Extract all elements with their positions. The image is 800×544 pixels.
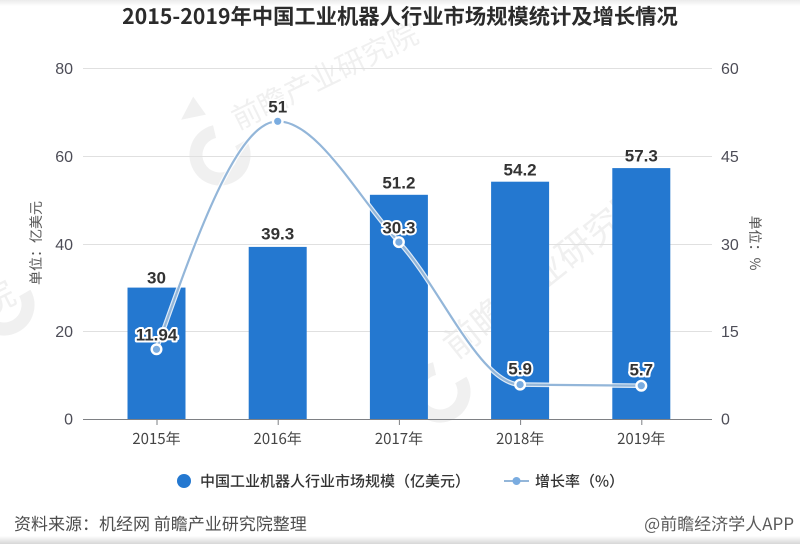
svg-text:51.2: 51.2 xyxy=(382,174,415,193)
svg-text:30: 30 xyxy=(147,269,166,288)
svg-text:54.2: 54.2 xyxy=(504,161,537,180)
svg-text:80: 80 xyxy=(55,61,73,78)
svg-text:0: 0 xyxy=(721,412,730,429)
svg-text:30.3: 30.3 xyxy=(382,219,415,238)
svg-text:60: 60 xyxy=(55,149,73,166)
svg-text:30: 30 xyxy=(721,237,739,254)
svg-text:45: 45 xyxy=(721,149,739,166)
svg-text:57.3: 57.3 xyxy=(625,147,658,166)
svg-text:20: 20 xyxy=(55,324,73,341)
svg-text:39.3: 39.3 xyxy=(261,225,294,244)
svg-text:5.9: 5.9 xyxy=(508,360,532,379)
svg-text:60: 60 xyxy=(721,61,739,78)
svg-text:5.7: 5.7 xyxy=(629,361,653,380)
svg-text:15: 15 xyxy=(721,324,739,341)
svg-text:0: 0 xyxy=(64,412,73,429)
svg-text:40: 40 xyxy=(55,237,73,254)
svg-text:11.94: 11.94 xyxy=(136,326,178,345)
svg-text:51: 51 xyxy=(268,98,287,117)
